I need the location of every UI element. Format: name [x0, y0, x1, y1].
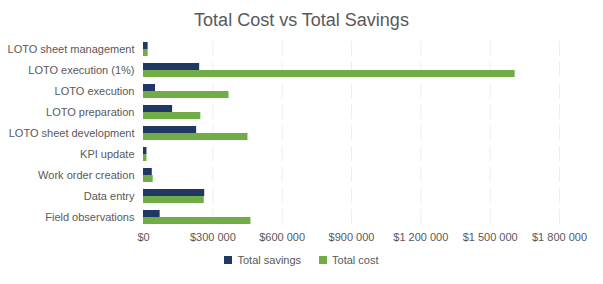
svg-text:$1 200 000: $1 200 000	[393, 231, 448, 243]
html-text:Total cost: Total cost	[332, 254, 379, 266]
svg-text:$0: $0	[137, 231, 149, 243]
svg-text:Work order creation: Work order creation	[38, 169, 134, 181]
svg-text:$1 800 000: $1 800 000	[532, 231, 587, 243]
html-text:Total Cost vs Total Savings: Total Cost vs Total Savings	[194, 10, 409, 30]
svg-text:LOTO execution (1%): LOTO execution (1%)	[28, 64, 134, 76]
svg-text:LOTO preparation: LOTO preparation	[46, 106, 134, 118]
svg-text:KPI update: KPI update	[80, 148, 134, 160]
svg-text:$1 500 000: $1 500 000	[463, 231, 518, 243]
svg-text:LOTO execution: LOTO execution	[55, 85, 135, 97]
svg-text:$600 000: $600 000	[259, 231, 305, 243]
svg-text:Data entry: Data entry	[84, 190, 135, 202]
svg-text:$300 000: $300 000	[190, 231, 236, 243]
svg-text:Field observations: Field observations	[45, 211, 135, 223]
svg-text:LOTO sheet management: LOTO sheet management	[8, 43, 135, 55]
svg-text:$900 000: $900 000	[329, 231, 375, 243]
html-text:Total savings: Total savings	[237, 254, 302, 266]
svg-text:LOTO sheet development: LOTO sheet development	[9, 127, 135, 139]
